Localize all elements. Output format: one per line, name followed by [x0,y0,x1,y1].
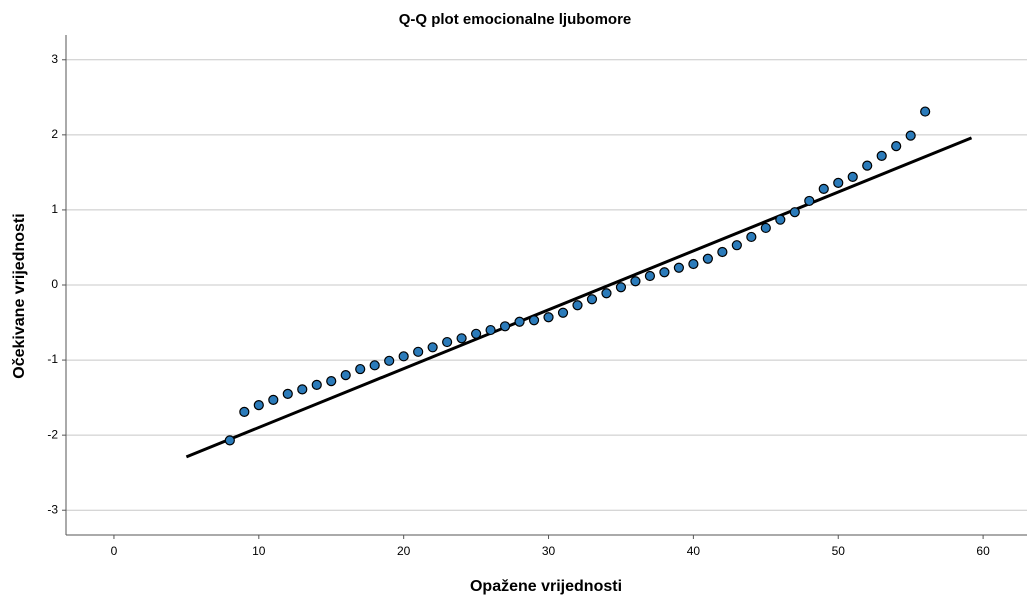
y-tick-label: 0 [51,277,58,291]
point [543,312,554,323]
point [514,316,525,327]
point [630,276,641,287]
point [398,351,409,362]
point [253,400,264,411]
point [586,294,598,305]
point [528,315,540,326]
point [413,346,424,357]
point [384,355,395,366]
point [876,150,887,161]
point [615,282,627,293]
point [340,369,351,381]
x-tick-label: 60 [976,544,990,558]
point [297,384,308,395]
point [355,363,366,375]
point [659,267,670,278]
point [847,171,858,182]
x-tick-label: 10 [252,544,266,558]
point [818,183,829,195]
y-tick-label: 3 [51,52,58,66]
point [746,231,757,243]
point [804,195,815,207]
x-tick-label: 30 [542,544,556,558]
reference-line [185,136,973,459]
chart-title: Q-Q plot emocionalne ljubomore [399,11,632,28]
y-tick-label: 1 [51,202,58,216]
point [572,300,583,311]
point [673,262,685,273]
point [920,106,931,117]
point [702,253,713,264]
point [239,406,250,417]
y-axis-label: Očekivane vrijednosti [11,213,28,378]
point [224,435,235,446]
y-tick-label: -2 [47,427,58,441]
point [789,207,800,218]
point [311,379,322,390]
point [891,141,902,152]
x-tick-label: 50 [832,544,846,558]
point [282,388,293,399]
point [905,130,916,141]
point [833,177,844,188]
x-tick-label: 0 [111,544,118,558]
point [369,360,380,371]
point [470,328,482,339]
point [485,324,496,336]
point [268,394,279,405]
x-axis-label: Opažene vrijednosti [470,578,622,595]
point [601,288,612,299]
point [456,333,467,344]
point [731,240,742,251]
point [862,160,873,171]
x-tick-label: 40 [687,544,701,558]
point [326,375,337,387]
x-tick-label: 20 [397,544,411,558]
point [717,246,728,258]
point [427,342,438,353]
y-tick-label: -3 [47,502,58,516]
point [442,336,453,348]
point [557,307,569,318]
point [499,321,511,332]
point [644,270,656,282]
point [688,258,699,270]
point [775,214,786,225]
y-tick-label: 2 [51,127,58,141]
y-tick-label: -1 [47,352,58,366]
point [760,222,771,234]
